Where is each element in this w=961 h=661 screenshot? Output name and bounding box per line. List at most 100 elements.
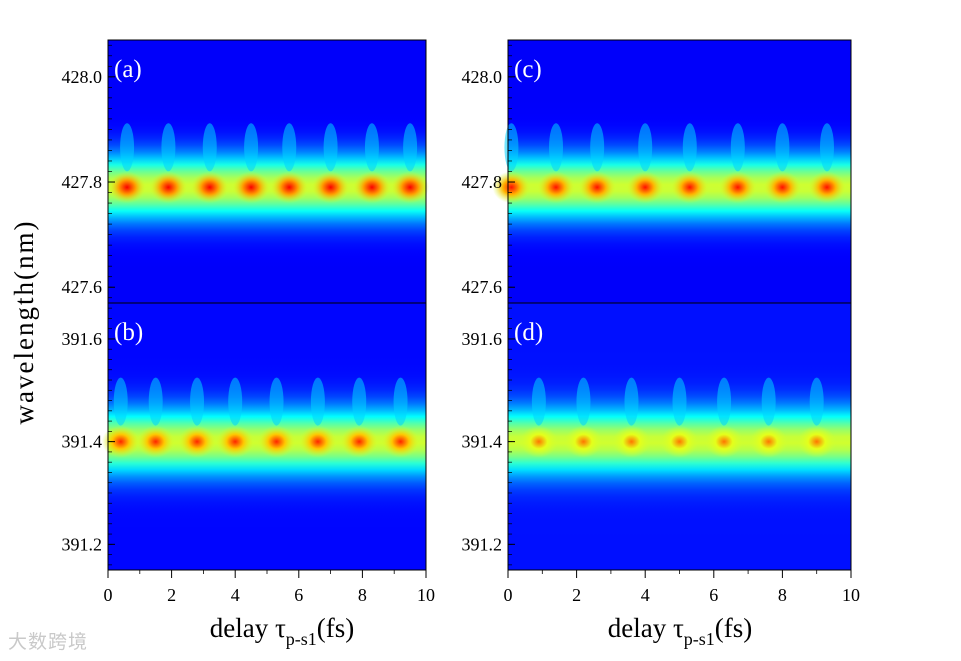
heatmap-fringe — [202, 123, 217, 172]
heatmap-fringe — [403, 123, 418, 172]
x-tick-label: 10 — [842, 585, 860, 605]
heatmap-peak — [190, 171, 229, 204]
heatmap-fringe — [809, 377, 824, 426]
heatmap-peak — [564, 425, 603, 458]
x-axis-title-left-main: delay τ — [210, 613, 286, 643]
y-tick-label: 391.6 — [462, 329, 503, 349]
heatmap-fringe — [590, 123, 605, 172]
heatmap-peak — [381, 425, 420, 458]
y-tick-label: 427.8 — [62, 172, 103, 192]
watermark-logo: 大数跨境 — [8, 631, 89, 653]
heatmap-fringe — [352, 377, 367, 426]
y-tick-label: 391.4 — [62, 432, 103, 452]
heatmap-fringe — [775, 123, 790, 172]
heatmap-peak — [391, 171, 430, 204]
heatmap-fringe — [120, 123, 135, 172]
x-tick-label: 0 — [504, 585, 513, 605]
x-axis-title-left: delay τp-s1(fs) — [210, 613, 355, 649]
heatmap-panel-a — [108, 40, 430, 303]
heatmap-peak — [311, 171, 350, 204]
y-tick-label: 391.6 — [62, 329, 103, 349]
heatmap-fringe — [730, 123, 745, 172]
heatmap-fringe — [113, 377, 128, 426]
x-tick-label: 10 — [417, 585, 435, 605]
x-axis-title-left-unit: (fs) — [317, 613, 354, 643]
panels-layer — [101, 40, 851, 570]
heatmap-peak — [807, 171, 846, 204]
heatmap-peak — [257, 425, 296, 458]
y-tick-label: 427.8 — [462, 172, 503, 192]
heatmap-peak — [492, 171, 531, 204]
heatmap-fringe — [531, 377, 546, 426]
x-tick-label: 6 — [294, 585, 303, 605]
heatmap-fringe — [282, 123, 297, 172]
heatmap-peak — [626, 171, 665, 204]
axes-layer: (a) 427.6 427.8 428.0 (b) 391.2 391.4 391.6 0 2 4 6… — [62, 39, 860, 605]
heatmap-fringe — [638, 123, 653, 172]
x-tick-label: 0 — [104, 585, 113, 605]
heatmap-fringe — [148, 377, 163, 426]
heatmap-peak — [352, 171, 391, 204]
heatmap-peak — [537, 171, 576, 204]
heatmap-fringe — [190, 377, 205, 426]
heatmap-panel-c — [492, 40, 851, 303]
heatmap-peak — [670, 171, 709, 204]
panel-label: (d) — [514, 319, 543, 346]
heatmap-panel-d — [508, 303, 851, 570]
x-tick-label: 8 — [778, 585, 787, 605]
panel-label: (a) — [114, 56, 142, 83]
heatmap-fringe — [682, 123, 697, 172]
y-axis-title: wavelength(nm) — [9, 220, 39, 425]
heatmap-fringe — [717, 377, 732, 426]
heatmap-peak — [136, 425, 175, 458]
x-tick-label: 2 — [167, 585, 176, 605]
x-tick-label: 4 — [641, 585, 650, 605]
heatmap-fringe — [323, 123, 338, 172]
x-tick-label: 8 — [358, 585, 367, 605]
y-tick-label: 391.2 — [462, 534, 503, 554]
y-tick-label: 428.0 — [462, 67, 503, 87]
heatmap-peak — [705, 425, 744, 458]
heatmap-fringe — [269, 377, 284, 426]
x-axis-title-right-unit: (fs) — [715, 613, 752, 643]
panel-label: (b) — [114, 319, 143, 346]
y-tick-label: 427.6 — [462, 277, 503, 297]
y-tick-label: 428.0 — [62, 67, 103, 87]
x-axis-title-right-main: delay τ — [608, 613, 684, 643]
heatmap-peak — [178, 425, 217, 458]
heatmap-band-c — [508, 40, 851, 303]
heatmap-fringe — [624, 377, 639, 426]
heatmap-fringe — [576, 377, 591, 426]
x-tick-label: 4 — [231, 585, 240, 605]
heatmap-fringe — [549, 123, 564, 172]
heatmap-peak — [270, 171, 309, 204]
x-tick-label: 2 — [572, 585, 581, 605]
heatmap-peak — [232, 171, 271, 204]
heatmap-fringe — [393, 377, 408, 426]
heatmap-peak — [797, 425, 836, 458]
heatmap-peak — [216, 425, 255, 458]
heatmap-peak — [660, 425, 699, 458]
heatmap-fringe — [672, 377, 687, 426]
heatmap-peak — [149, 171, 188, 204]
heatmap-fringe — [310, 377, 325, 426]
heatmap-fringe — [244, 123, 259, 172]
y-tick-label: 391.4 — [462, 432, 503, 452]
heatmap-panel-b — [101, 303, 426, 570]
heatmap-peak — [108, 171, 147, 204]
heatmap-fringe — [819, 123, 834, 172]
heatmap-fringe — [761, 377, 776, 426]
heatmap-fringe — [161, 123, 176, 172]
heatmap-peak — [749, 425, 788, 458]
heatmap-peak — [612, 425, 651, 458]
heatmap-band-a — [108, 40, 426, 303]
heatmap-peak — [298, 425, 337, 458]
heatmap-peak — [763, 171, 802, 204]
x-tick-label: 6 — [709, 585, 718, 605]
heatmap-peak — [519, 425, 558, 458]
y-tick-label: 391.2 — [62, 534, 103, 554]
heatmap-fringe — [364, 123, 379, 172]
heatmap-peak — [340, 425, 379, 458]
y-tick-label: 427.6 — [62, 277, 103, 297]
